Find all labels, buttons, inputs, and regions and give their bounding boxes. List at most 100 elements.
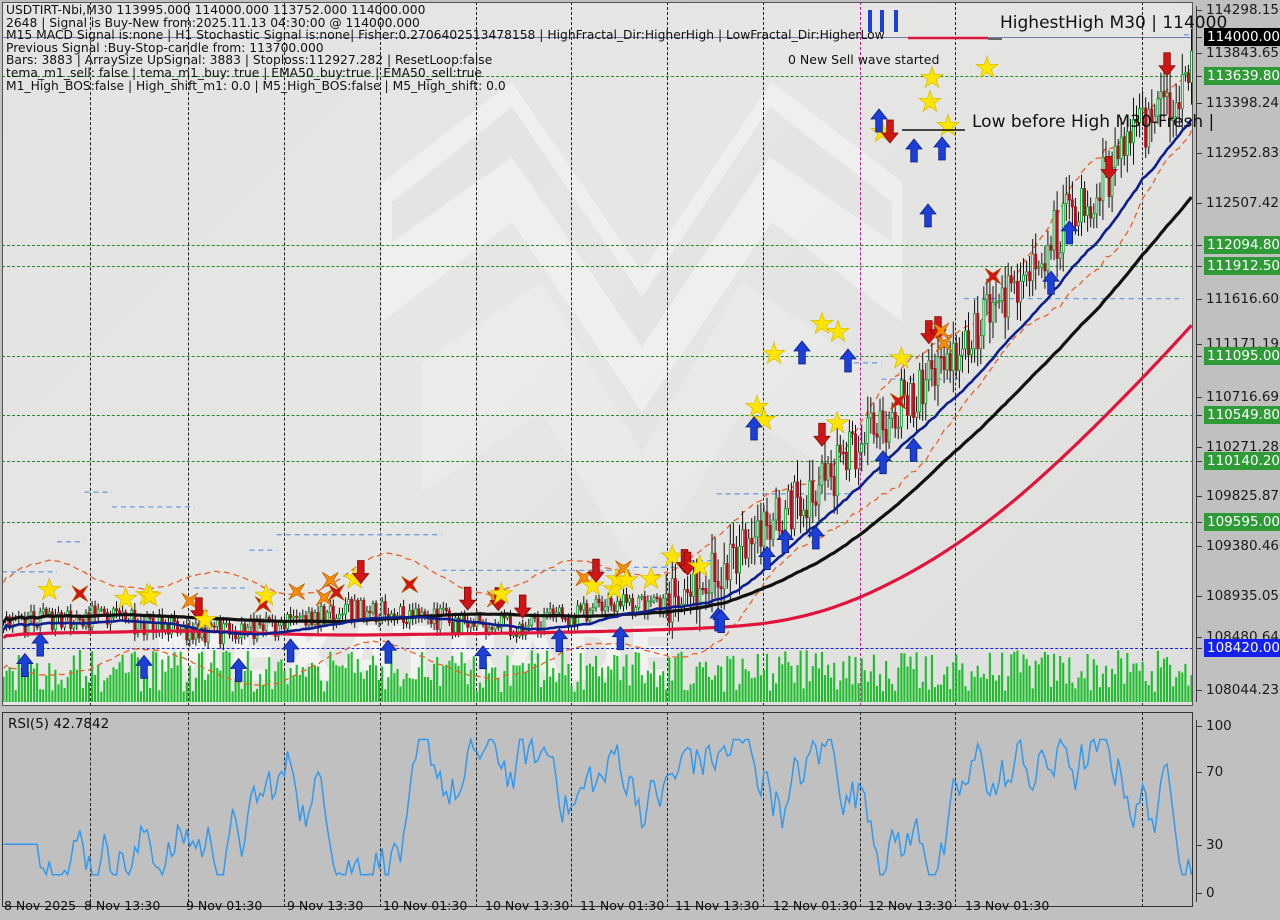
header-line-3: Previous Signal :Buy-Stop-candle from: 1… bbox=[6, 40, 324, 55]
price-label-111912-500: 111912.500 bbox=[1204, 257, 1280, 275]
price-series-canvas bbox=[2, 10, 1193, 702]
level-line-108420 bbox=[2, 648, 1193, 649]
time-label: 11 Nov 01:30 bbox=[580, 898, 665, 913]
price-tick bbox=[1196, 447, 1202, 448]
label-highest-high: HighestHigh M30 | 114000 bbox=[1000, 13, 1228, 33]
time-label: 12 Nov 13:30 bbox=[868, 898, 953, 913]
price-tick bbox=[1196, 10, 1202, 11]
price-tick bbox=[1196, 690, 1202, 691]
rsi-tick-mark bbox=[1196, 893, 1202, 894]
price-label-112094-800: 112094.800 bbox=[1204, 236, 1280, 254]
rsi-tick-30: 30 bbox=[1206, 837, 1224, 853]
day-separator bbox=[763, 2, 764, 706]
time-label: 10 Nov 13:30 bbox=[485, 898, 570, 913]
price-label-110271-280: 110271.280 bbox=[1206, 439, 1280, 455]
price-tick bbox=[1196, 37, 1202, 38]
price-tick bbox=[1196, 153, 1202, 154]
rsi-indicator-label: RSI(5) 42.7842 bbox=[8, 716, 110, 732]
price-label-113639-800: 113639.800 bbox=[1204, 67, 1280, 85]
rsi-tick-0: 0 bbox=[1206, 885, 1215, 901]
price-tick bbox=[1196, 103, 1202, 104]
label-new-sell-wave: 0 New Sell wave started bbox=[788, 52, 940, 67]
level-line-112094 bbox=[2, 245, 1193, 246]
header-line-4: Bars: 3883 | ArraySize UpSignal: 3883 | … bbox=[6, 53, 493, 68]
level-line-114000 bbox=[2, 37, 1193, 38]
price-tick bbox=[1196, 245, 1202, 246]
tema-blue-line bbox=[2, 118, 1193, 636]
level-line-111912 bbox=[2, 266, 1193, 267]
rsi-scale[interactable]: 100 70 30 0 bbox=[1196, 712, 1280, 908]
time-label: 8 Nov 13:30 bbox=[84, 898, 161, 913]
ema-red-line bbox=[2, 324, 1193, 640]
price-label-112507-420: 112507.420 bbox=[1206, 195, 1280, 211]
time-scale[interactable]: 8 Nov 2025 8 Nov 13:30 9 Nov 01:30 9 Nov 13… bbox=[0, 898, 1193, 920]
price-label-110549-800: 110549.800 bbox=[1204, 406, 1280, 424]
price-tick bbox=[1196, 203, 1202, 204]
price-label-113843-650: 113843.650 bbox=[1206, 45, 1280, 61]
price-label-108935-050: 108935.050 bbox=[1206, 588, 1280, 604]
price-tick bbox=[1196, 648, 1202, 649]
rsi-tick-100: 100 bbox=[1206, 718, 1232, 734]
rsi-tick-mark bbox=[1196, 845, 1202, 846]
rsi-tick-70: 70 bbox=[1206, 764, 1224, 780]
price-label-113398-240: 113398.240 bbox=[1206, 95, 1280, 111]
rsi-subwindow[interactable] bbox=[2, 712, 1193, 907]
price-tick bbox=[1196, 496, 1202, 497]
day-separator bbox=[667, 2, 668, 706]
day-separator bbox=[284, 2, 285, 706]
price-tick bbox=[1196, 299, 1202, 300]
price-tick bbox=[1196, 266, 1202, 267]
price-tick bbox=[1196, 356, 1202, 357]
label-low-before-high: Low before High M30-Fresh | bbox=[972, 112, 1215, 132]
price-tick bbox=[1196, 53, 1202, 54]
day-separator bbox=[1142, 2, 1143, 706]
level-line-110140 bbox=[2, 461, 1193, 462]
price-label-114000-000: 114000.000 bbox=[1204, 28, 1280, 46]
price-scale[interactable]: 114298.150 114000.000113843.650 113639.800… bbox=[1196, 0, 1280, 708]
price-label-110716-690: 110716.690 bbox=[1206, 389, 1280, 405]
time-label: 12 Nov 01:30 bbox=[773, 898, 858, 913]
price-label-109380-460: 109380.460 bbox=[1206, 538, 1280, 554]
level-line-109595 bbox=[2, 522, 1193, 523]
price-tick bbox=[1196, 461, 1202, 462]
price-tick bbox=[1196, 344, 1202, 345]
level-line-111095 bbox=[2, 356, 1193, 357]
chart-info-header: USDTIRT-Nbi,M30 113995.000 114000.000 11… bbox=[6, 4, 885, 92]
time-label: 9 Nov 13:30 bbox=[287, 898, 364, 913]
price-tick bbox=[1196, 637, 1202, 638]
header-line-2: M15 MACD Signal is:none | H1 Stochastic … bbox=[6, 28, 885, 43]
day-separator bbox=[476, 2, 477, 706]
price-label-111095-000: 111095.000 bbox=[1204, 347, 1280, 365]
price-label-114298-150: 114298.150 bbox=[1206, 2, 1280, 18]
header-line-6: M1_High_BOS:false | High_shift_m1: 0.0 |… bbox=[6, 78, 506, 93]
volume-bars bbox=[2, 650, 1193, 702]
price-tick bbox=[1196, 596, 1202, 597]
price-tick bbox=[1196, 415, 1202, 416]
price-label-109825-870: 109825.870 bbox=[1206, 488, 1280, 504]
day-separator bbox=[90, 2, 91, 706]
price-label-110140-200: 110140.200 bbox=[1204, 452, 1280, 470]
time-label: 9 Nov 01:30 bbox=[186, 898, 263, 913]
signal-markers bbox=[16, 10, 1176, 682]
day-separator bbox=[188, 2, 189, 706]
time-label: 10 Nov 01:30 bbox=[383, 898, 468, 913]
price-label-109595-000: 109595.000 bbox=[1204, 513, 1280, 531]
price-tick bbox=[1196, 546, 1202, 547]
header-line-1: 2648 | Signal is Buy-New from:2025.11.13… bbox=[6, 15, 420, 30]
price-chart-pane[interactable]: MEXATRADE bbox=[2, 2, 1193, 706]
header-line-5: tema_m1_sell: false | tema_m1_buy: true … bbox=[6, 65, 482, 80]
level-line-113639 bbox=[2, 76, 1193, 77]
price-tick bbox=[1196, 522, 1202, 523]
rsi-tick-mark bbox=[1196, 726, 1202, 727]
rsi-tick-mark bbox=[1196, 772, 1202, 773]
price-label-111616-600: 111616.600 bbox=[1206, 291, 1280, 307]
time-label: 13 Nov 01:30 bbox=[965, 898, 1050, 913]
price-label-108044-230: 108044.230 bbox=[1206, 682, 1280, 698]
price-tick bbox=[1196, 76, 1202, 77]
rsi-canvas bbox=[3, 736, 1193, 877]
symbol-ohlc-line: USDTIRT-Nbi,M30 113995.000 114000.000 11… bbox=[6, 3, 426, 17]
price-label-112952-830: 112952.830 bbox=[1206, 145, 1280, 161]
price-label-108420-000: 108420.000 bbox=[1204, 639, 1280, 657]
day-separator bbox=[571, 2, 572, 706]
